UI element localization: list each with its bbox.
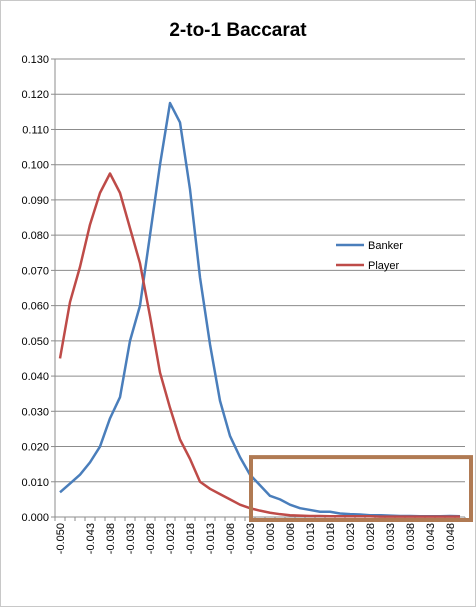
x-tick-label: 0.043	[425, 523, 437, 551]
x-axis-ticks: -0.050 -0.043 -0.038 -0.033 -0.028 -0.023 -0.0…	[54, 517, 466, 554]
y-tick-label: 0.090	[21, 195, 49, 207]
x-tick-label: -0.003	[245, 523, 257, 554]
axes	[54, 59, 465, 518]
y-tick-label: 0.040	[21, 371, 49, 383]
x-tick-label: -0.008	[225, 523, 237, 554]
y-tick-label: 0.000	[21, 512, 49, 524]
series-lines	[58, 101, 461, 518]
x-tick-label: 0.013	[305, 523, 317, 551]
y-tick-label: 0.120	[21, 89, 49, 101]
legend-label: Banker	[368, 240, 403, 252]
y-axis-ticks: 0.000 0.010 0.020 0.030 0.040 0.050 0.060 0.070…	[21, 54, 55, 524]
x-tick-label: 0.033	[385, 523, 397, 551]
x-tick-label: 0.048	[445, 523, 457, 551]
y-tick-label: 0.050	[21, 336, 49, 348]
x-tick-label: 0.008	[285, 523, 297, 551]
x-tick-label: -0.033	[125, 523, 137, 554]
x-tick-label: -0.028	[145, 523, 157, 554]
x-tick-label: -0.013	[205, 523, 217, 554]
x-tick-label: 0.018	[325, 523, 337, 551]
x-tick-label: 0.038	[405, 523, 417, 551]
y-tick-label: 0.020	[21, 442, 49, 454]
annotations	[249, 455, 473, 523]
x-tick-label: 0.003	[265, 523, 277, 551]
series-line-player	[58, 172, 460, 518]
x-tick-label: -0.018	[185, 523, 197, 554]
x-tick-label: -0.038	[105, 523, 117, 554]
y-tick-label: 0.070	[21, 265, 49, 277]
x-tick-label: 0.028	[365, 523, 377, 551]
y-tick-label: 0.080	[21, 230, 49, 242]
highlight-rectangle	[249, 455, 473, 523]
y-tick-label: 0.100	[21, 160, 49, 172]
x-tick-label: -0.050	[55, 523, 67, 554]
gridlines	[55, 58, 465, 518]
x-tick-label: -0.043	[85, 523, 97, 554]
x-tick-label: 0.023	[345, 523, 357, 551]
chart-title: 2-to-1 Baccarat	[169, 20, 307, 41]
y-tick-label: 0.110	[22, 124, 49, 136]
y-tick-label: 0.060	[21, 301, 49, 313]
legend: Banker Player	[336, 240, 403, 272]
y-tick-label: 0.030	[21, 406, 49, 418]
legend-label: Player	[368, 260, 400, 272]
y-tick-label: 0.010	[21, 477, 49, 489]
x-tick-label: -0.023	[165, 523, 177, 554]
y-tick-label: 0.130	[21, 54, 49, 66]
